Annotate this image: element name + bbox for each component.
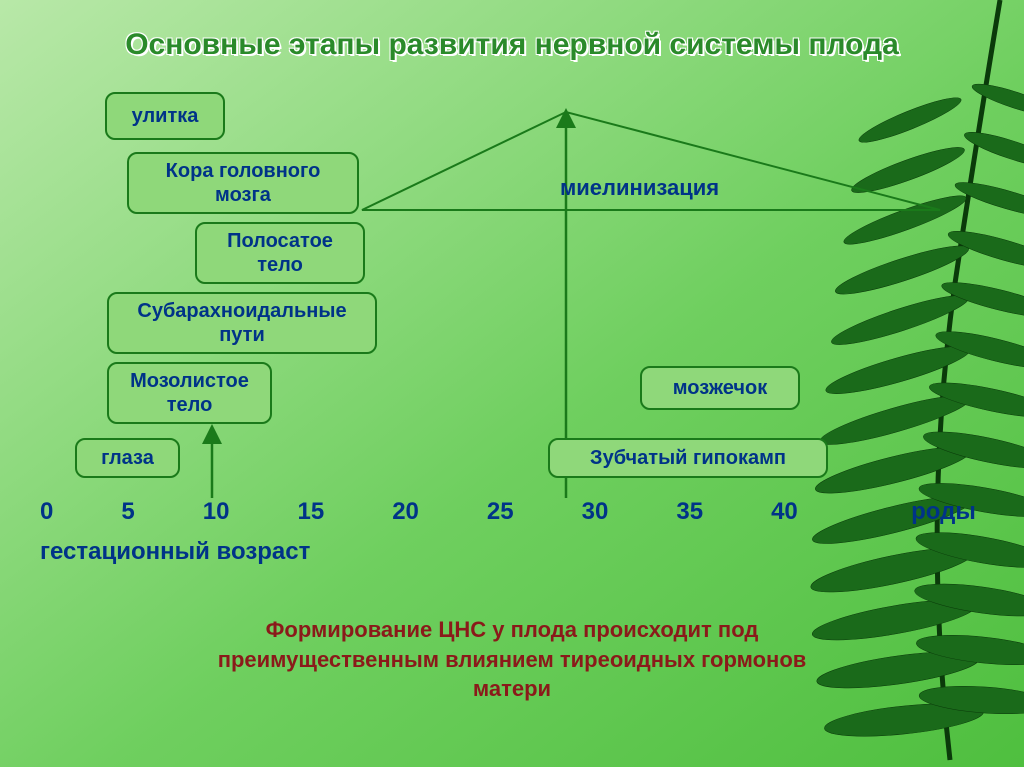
box-label: Кора головного мозга bbox=[166, 159, 321, 207]
footer-line1: Формирование ЦНС у плода происходит под bbox=[0, 615, 1024, 645]
title-text: Основные этапы развития нервной системы … bbox=[125, 28, 899, 61]
box-label: глаза bbox=[101, 447, 154, 470]
box-gipokamp: Зубчатый гипокамп bbox=[548, 438, 828, 478]
box-label: Полосатое тело bbox=[227, 229, 333, 277]
timeline-label-text: гестационный возраст bbox=[40, 538, 310, 565]
footer-text: Формирование ЦНС у плода происходит под … bbox=[0, 615, 1024, 704]
box-label: мозжечок bbox=[673, 377, 768, 400]
tl-7: 35 bbox=[676, 498, 703, 525]
tl-2: 10 bbox=[203, 498, 230, 525]
box-mozzhechok: мозжечок bbox=[640, 366, 800, 410]
box-ulitka: улитка bbox=[105, 92, 225, 140]
tl-6: 30 bbox=[582, 498, 609, 525]
timeline-label: гестационный возраст bbox=[40, 538, 310, 566]
footer-line2: преимущественным влиянием тиреоидных гор… bbox=[0, 645, 1024, 675]
tl-5: 25 bbox=[487, 498, 514, 525]
slide-title: Основные этапы развития нервной системы … bbox=[0, 28, 1024, 62]
tl-0: 0 bbox=[40, 498, 53, 525]
box-glaza: глаза bbox=[75, 438, 180, 478]
box-mozolistoe: Мозолистое тело bbox=[107, 362, 272, 424]
box-label: Зубчатый гипокамп bbox=[590, 447, 786, 470]
timeline-values: 0 5 10 15 20 25 30 35 40 роды bbox=[40, 498, 976, 526]
box-subarakh: Субарахноидальные пути bbox=[107, 292, 377, 354]
label-text: миелинизация bbox=[560, 175, 719, 200]
tl-8: 40 bbox=[771, 498, 798, 525]
slide-root: Основные этапы развития нервной системы … bbox=[0, 0, 1024, 767]
label-myelinization: миелинизация bbox=[560, 175, 719, 201]
box-label: Мозолистое тело bbox=[130, 369, 249, 417]
box-kora: Кора головного мозга bbox=[127, 152, 359, 214]
box-polosatoe: Полосатое тело bbox=[195, 222, 365, 284]
box-label: Субарахноидальные пути bbox=[137, 299, 346, 347]
tl-9: роды bbox=[911, 498, 976, 525]
tl-3: 15 bbox=[297, 498, 324, 525]
tl-4: 20 bbox=[392, 498, 419, 525]
tl-1: 5 bbox=[121, 498, 134, 525]
box-label: улитка bbox=[132, 105, 199, 128]
footer-line3: матери bbox=[0, 674, 1024, 704]
